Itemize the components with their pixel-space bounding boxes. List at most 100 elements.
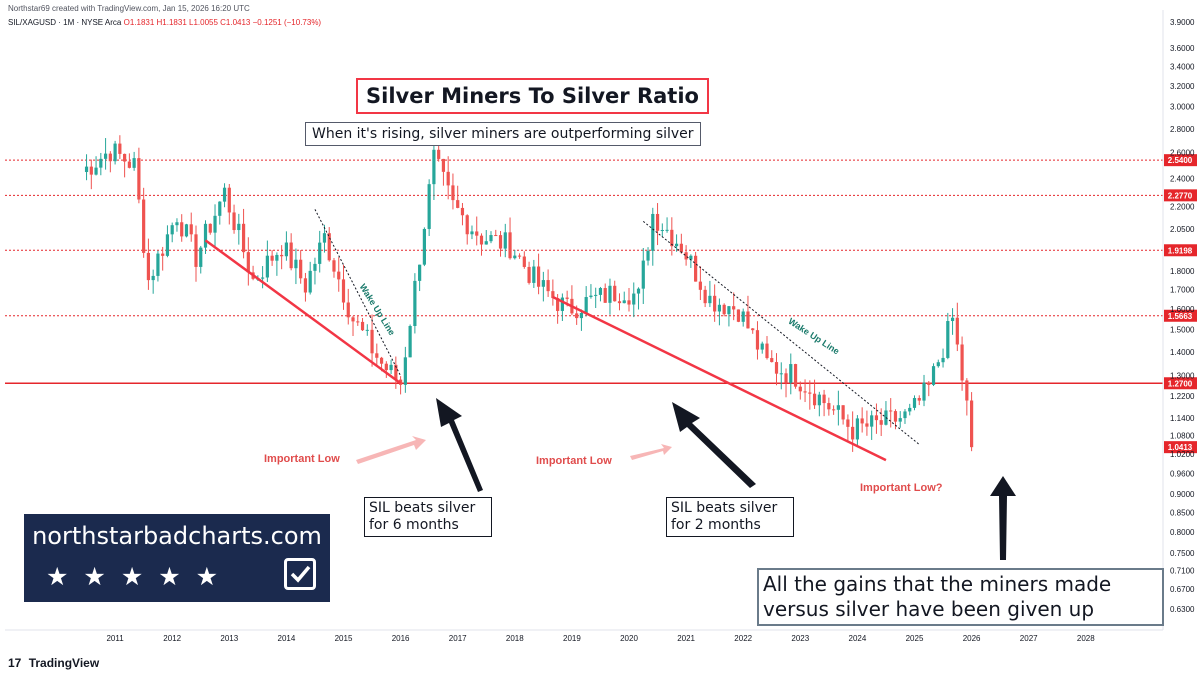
candle-body (294, 259, 298, 269)
candle-body (213, 215, 217, 233)
arrow-icon (436, 398, 483, 492)
y-tick-label: 2.0500 (1170, 225, 1195, 234)
candle-body (965, 380, 969, 401)
x-tick-label: 2022 (734, 634, 752, 643)
candle-body (627, 300, 631, 305)
ohlc-readout: O1.1831 H1.1831 L1.0055 C1.0413 −0.1251 … (123, 18, 322, 27)
symbol-name[interactable]: SIL/XAGUSD · 1M · NYSE Arca (8, 18, 122, 27)
candle-body (299, 259, 303, 279)
candle-body (513, 255, 517, 259)
candle-body (379, 357, 384, 364)
candle-body (94, 167, 98, 175)
tradingview-logo[interactable]: 17 TradingView (8, 656, 99, 670)
candle-body (908, 407, 912, 412)
x-tick-label: 2013 (220, 634, 238, 643)
candle-body (441, 158, 446, 172)
symbol-info[interactable]: SIL/XAGUSD · 1M · NYSE Arca O1.1831 H1.1… (8, 18, 321, 27)
y-tick-label: 3.0000 (1170, 103, 1195, 112)
price-level-value: 2.2770 (1168, 191, 1193, 200)
candle-body (560, 297, 564, 311)
candle-body (903, 411, 907, 419)
wake-up-line (642, 220, 920, 445)
candle-body (456, 200, 460, 208)
candle-body (646, 250, 650, 261)
candle-body (418, 264, 422, 281)
candle-body (556, 298, 560, 311)
candle-body (812, 393, 817, 406)
candle-body (341, 279, 346, 303)
candle-body (184, 224, 189, 237)
candle-body (546, 280, 550, 292)
candle-body (270, 255, 274, 261)
candle-body (665, 229, 669, 231)
candle-body (408, 326, 412, 358)
y-tick-label: 0.7500 (1170, 549, 1195, 558)
y-tick-label: 0.7100 (1170, 566, 1195, 575)
candle-body (751, 328, 755, 331)
y-tick-label: 1.8000 (1170, 267, 1195, 276)
brand-banner: northstarbadcharts.com ★★★★★ (24, 514, 330, 602)
candle-body (451, 185, 455, 201)
candle-body (860, 418, 864, 424)
candle-body (927, 382, 931, 385)
candle-body (484, 241, 488, 245)
x-tick-label: 2021 (677, 634, 695, 643)
candle-body (199, 247, 203, 267)
y-tick-label: 0.8000 (1170, 528, 1195, 537)
price-level-tag (1164, 309, 1197, 322)
y-tick-label: 1.1400 (1170, 414, 1195, 423)
candle-body (670, 229, 674, 247)
candle-body (613, 285, 617, 302)
candle-body (313, 263, 317, 271)
candle-body (241, 223, 246, 253)
candle-body (332, 260, 336, 272)
annotation-beat-2: SIL beats silver for 2 months (666, 497, 794, 537)
candle-body (280, 254, 284, 257)
candle-body (522, 256, 526, 267)
arrow-icon (990, 476, 1016, 560)
candle-body (636, 288, 641, 294)
x-tick-label: 2016 (392, 634, 410, 643)
candle-body (575, 313, 579, 319)
x-tick-label: 2027 (1020, 634, 1038, 643)
candle-body (931, 366, 936, 385)
candle-body (151, 275, 155, 281)
candle-body (351, 317, 355, 322)
candle-body (318, 242, 322, 264)
price-level-value: 1.2700 (1168, 379, 1193, 388)
annotation-gains: All the gains that the miners made versu… (757, 568, 1164, 626)
x-tick-label: 2023 (791, 634, 809, 643)
candle-body (774, 362, 779, 374)
tradingview-wordmark: TradingView (28, 656, 100, 670)
candle-body (465, 215, 469, 235)
candle-body (798, 386, 802, 392)
candle-body (889, 410, 893, 412)
candle-body (917, 397, 921, 401)
candle-body (99, 158, 103, 168)
candle-body (132, 158, 136, 168)
candle-body (755, 330, 760, 350)
candle-body (674, 243, 679, 247)
chart-subtitle: When it's rising, silver miners are outp… (305, 122, 701, 146)
chart-credit: Northstar69 created with TradingView.com… (8, 4, 250, 13)
x-tick-label: 2025 (906, 634, 924, 643)
x-tick-label: 2015 (335, 634, 353, 643)
candle-body (870, 415, 874, 427)
x-tick-label: 2028 (1077, 634, 1095, 643)
candle-body (170, 225, 174, 235)
candle-body (727, 306, 731, 315)
candle-body (222, 187, 227, 202)
candle-body (289, 242, 293, 269)
candle-body (89, 166, 93, 175)
candle-body (475, 231, 479, 236)
x-tick-label: 2018 (506, 634, 524, 643)
candle-body (365, 329, 369, 331)
candle-body (641, 260, 645, 289)
candle-body (503, 232, 507, 249)
candle-body (655, 213, 660, 231)
candle-body (608, 285, 612, 303)
y-tick-label: 3.2000 (1170, 82, 1195, 91)
candle-body (679, 243, 683, 253)
y-tick-label: 3.6000 (1170, 44, 1195, 53)
